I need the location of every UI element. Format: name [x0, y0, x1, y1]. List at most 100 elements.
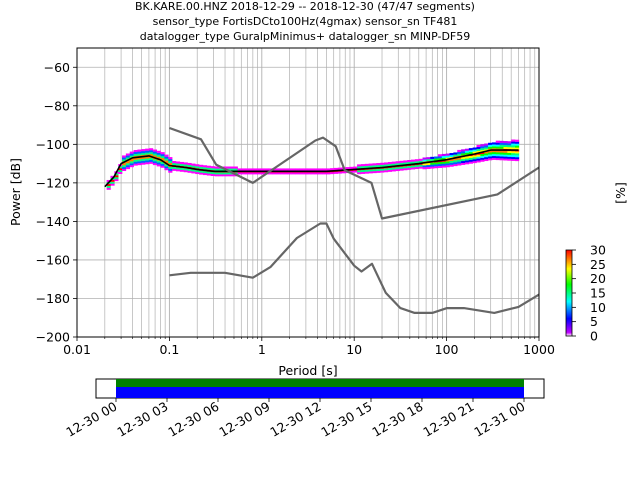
psd-cell — [507, 158, 512, 161]
psd-cell — [468, 151, 473, 155]
psd-cell — [441, 157, 446, 160]
psd-cell — [468, 157, 473, 160]
y-tick-label: −100 — [36, 137, 70, 152]
psd-cell — [384, 170, 389, 173]
y-tick-label: −60 — [44, 60, 70, 75]
psd-cell — [461, 151, 466, 154]
psd-cell — [441, 165, 446, 168]
psd-cell — [488, 150, 493, 153]
psd-cell — [314, 172, 319, 175]
x-tick-label: 1 — [258, 342, 266, 357]
psd-cell — [141, 160, 146, 163]
psd-cell — [407, 165, 412, 168]
psd-cell — [191, 169, 196, 172]
psd-cell — [511, 151, 516, 154]
psd-cell — [395, 161, 400, 164]
psd-cell — [168, 160, 173, 164]
psd-cell — [152, 159, 157, 162]
high-noise-model-line — [169, 126, 539, 220]
psd-cell — [164, 160, 169, 163]
psd-cell — [445, 161, 450, 164]
x-axis-ticks: 0.01 0.1 1 10 100 1000 — [63, 337, 555, 357]
psd-cell — [245, 168, 250, 171]
psd-cell — [148, 159, 154, 162]
psd-cell — [476, 148, 481, 151]
psd-cell — [333, 171, 339, 174]
psd-cell — [499, 144, 504, 147]
psd-cell — [218, 168, 223, 171]
psd-cell — [422, 163, 427, 166]
psd-cell — [133, 163, 138, 166]
psd-cell — [418, 166, 423, 169]
psd-cell — [187, 168, 192, 171]
psd-cell — [411, 161, 416, 164]
psd-cell — [129, 151, 134, 154]
psd-cell — [488, 152, 493, 155]
psd-cell — [206, 165, 211, 168]
psd-cell — [330, 172, 335, 175]
psd-cell — [499, 152, 504, 155]
psd-cell — [368, 169, 373, 172]
psd-cell — [156, 160, 161, 163]
psd-cell — [287, 168, 292, 171]
psd-cell — [480, 151, 485, 155]
psd-cell — [168, 170, 173, 173]
psd-cell — [476, 146, 481, 149]
plot-frame — [76, 47, 540, 338]
psd-cell — [106, 185, 111, 188]
psd-cell — [164, 156, 169, 159]
psd-cell — [206, 173, 211, 176]
psd-cell — [491, 142, 497, 145]
psd-cell — [464, 156, 470, 159]
psd-cell — [464, 158, 470, 161]
psd-cell — [306, 172, 312, 175]
psd-cell — [164, 168, 169, 171]
psd-cell — [491, 150, 497, 153]
psd-cell — [515, 145, 520, 148]
psd-cell — [511, 147, 516, 150]
colorbar-tick-label: 15 — [590, 286, 606, 301]
psd-cell — [137, 151, 142, 154]
psd-cell — [515, 155, 520, 158]
psd-cell — [472, 160, 477, 164]
psd-cell — [133, 153, 138, 156]
psd-cell — [426, 162, 431, 166]
psd-cell — [310, 168, 315, 171]
psd-cell — [276, 168, 281, 171]
psd-cell — [175, 167, 181, 170]
psd-cell — [480, 159, 485, 162]
psd-cell — [507, 143, 512, 146]
psd-cell — [137, 149, 142, 152]
psd-cell — [145, 148, 150, 151]
psd-cell — [449, 160, 454, 163]
psd-cell — [183, 168, 188, 171]
psd-cell — [202, 171, 208, 174]
psd-cell — [437, 158, 443, 161]
psd-cell — [515, 147, 520, 150]
psd-cell — [515, 153, 520, 156]
psd-cell — [511, 141, 516, 144]
psd-cell — [172, 161, 177, 164]
psd-cell — [195, 170, 200, 173]
mean-psd-line — [104, 149, 519, 188]
psd-cell — [318, 168, 323, 171]
psd-cell — [129, 161, 134, 164]
grid — [76, 48, 540, 338]
psd-cell — [360, 166, 366, 169]
psd-cell — [145, 152, 150, 155]
psd-cell — [179, 167, 184, 170]
psd-cell — [137, 159, 142, 162]
psd-cell — [464, 162, 470, 165]
psd-cell — [476, 160, 481, 163]
psd-cell — [480, 149, 485, 153]
psd-cell — [191, 163, 196, 166]
psd-cell — [218, 174, 223, 177]
psd-cell — [491, 144, 497, 147]
y-axis-label: Power [dB] — [8, 158, 23, 226]
psd-cell — [437, 161, 443, 165]
psd-cell — [464, 152, 470, 155]
psd-cell — [368, 163, 373, 166]
psd-cell — [430, 166, 435, 169]
psd-cell — [199, 170, 204, 173]
psd-cell — [503, 141, 508, 144]
